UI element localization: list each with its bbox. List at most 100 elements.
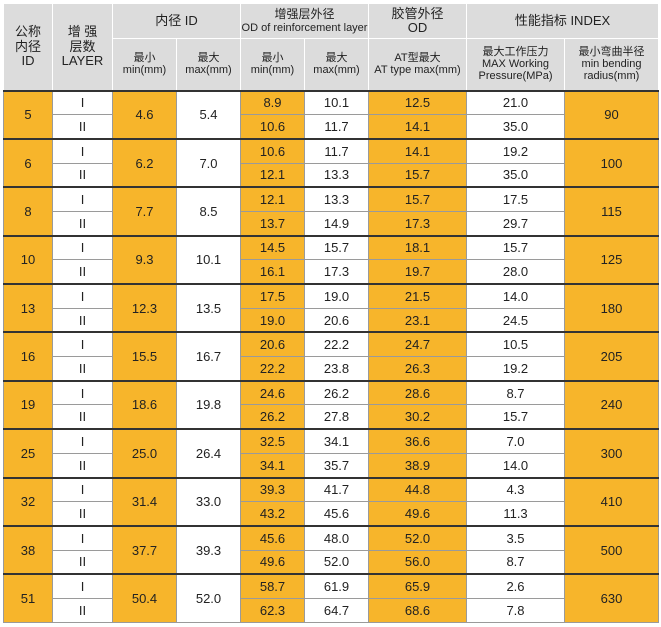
id-header: 公称 内径 ID [3, 3, 53, 91]
cell: I [52, 234, 113, 261]
cell: 25.0 [112, 428, 177, 479]
inner-header: 内径 ID [112, 3, 241, 39]
cell: 300 [564, 428, 659, 479]
cell: 19.0 [304, 282, 369, 309]
cell: 2.6 [466, 573, 565, 599]
cell: 45.6 [240, 524, 305, 551]
cell: I [52, 137, 113, 164]
header-text: 最大 [197, 52, 220, 65]
header-text: max(mm) [185, 64, 232, 77]
cell: II [52, 597, 113, 624]
cell: 12.3 [112, 282, 177, 333]
cell: 7.8 [466, 597, 565, 624]
cell: 17.5 [466, 186, 565, 212]
cell: 15.7 [466, 234, 565, 261]
cell: 19.7 [368, 259, 467, 285]
cell: 27.8 [304, 404, 369, 430]
cell: II [52, 162, 113, 188]
cell: II [52, 259, 113, 285]
header-text: 公称 [14, 24, 41, 40]
cell: 4.3 [466, 476, 565, 503]
cell: 38.9 [368, 452, 467, 479]
cell: 14.1 [368, 114, 467, 140]
table-row: II 49.6 52.0 56.0 8.7 [4, 549, 659, 575]
cell: 34.1 [304, 428, 369, 454]
cell: 8.7 [466, 379, 565, 406]
cell: 14.9 [304, 210, 369, 237]
table-row: 8 I 7.7 8.5 12.1 13.3 15.7 17.5 115 [3, 186, 659, 237]
table-row: 13 I 12.3 13.5 17.5 19.0 21.5 14.0 180 [3, 282, 659, 333]
cell: 500 [564, 524, 659, 575]
header-text: 最小弯曲半径 [578, 46, 645, 59]
cell: 26.2 [304, 379, 369, 406]
cell: 13.5 [176, 282, 241, 333]
cell: 10.5 [466, 331, 565, 358]
cell: 17.5 [240, 282, 305, 309]
cell: 52.0 [304, 549, 369, 575]
header-text: LAYER [61, 52, 104, 68]
cell: 15.7 [368, 186, 467, 212]
cell: 32.5 [240, 428, 305, 454]
cell: II [52, 452, 113, 479]
table-row: II 62.3 64.7 68.6 7.8 [4, 597, 659, 624]
header-text: 层数 [69, 38, 96, 54]
header-text: 增 强 [67, 24, 98, 40]
table-row: II 19.0 20.6 23.1 24.5 [4, 307, 659, 333]
cell: 22.2 [304, 331, 369, 358]
cell: 39.3 [240, 476, 305, 503]
cell: I [52, 476, 113, 503]
cell: I [52, 282, 113, 309]
cell: 14.0 [466, 452, 565, 479]
cell: 12.1 [240, 162, 305, 188]
cell: 29.7 [466, 210, 565, 237]
cell: 34.1 [240, 452, 305, 479]
cell: 205 [564, 331, 659, 382]
header-text: 最小 [133, 52, 156, 65]
table-row: 32 I 31.4 33.0 39.3 41.7 44.8 4.3 410 [3, 476, 659, 527]
header-text: ID [21, 52, 35, 68]
cell: 18.1 [368, 234, 467, 261]
cell: 49.6 [368, 501, 467, 527]
cell: 48.0 [304, 524, 369, 551]
cell: 19.2 [466, 356, 565, 382]
sub-header: 最小弯曲半径 min bending radius(mm) [564, 38, 659, 91]
cell: 9.3 [112, 234, 177, 285]
cell: 6 [3, 137, 53, 188]
cell: 20.6 [240, 331, 305, 358]
cell: II [52, 307, 113, 333]
cell: 35.0 [466, 162, 565, 188]
cell: 11.7 [304, 137, 369, 164]
cell: I [52, 524, 113, 551]
cell: I [52, 186, 113, 212]
table-row: 5 I 4.6 5.4 8.9 10.1 12.5 21.0 90 [3, 89, 659, 140]
cell: 10 [3, 234, 53, 285]
cell: 180 [564, 282, 659, 333]
cell: 31.4 [112, 476, 177, 527]
header-text: 最大 [325, 52, 348, 65]
od-header: 胶管外径 OD [368, 3, 467, 39]
table-row: 6 I 6.2 7.0 10.6 11.7 14.1 19.2 100 [3, 137, 659, 188]
cell: 35.7 [304, 452, 369, 479]
cell: 10.1 [176, 234, 241, 285]
cell: 23.1 [368, 307, 467, 333]
header-text: AT type max(mm) [374, 64, 461, 77]
cell: 17.3 [368, 210, 467, 237]
header-text: min(mm) [122, 64, 167, 77]
cell: 58.7 [240, 573, 305, 599]
cell: II [52, 210, 113, 237]
table-row: 25 I 25.0 26.4 32.5 34.1 36.6 7.0 300 [3, 428, 659, 479]
cell: 19.2 [466, 137, 565, 164]
cell: 21.0 [466, 89, 565, 116]
cell: 24.6 [240, 379, 305, 406]
cell: 26.2 [240, 404, 305, 430]
cell: 90 [564, 89, 659, 140]
cell: 65.9 [368, 573, 467, 599]
header-text: 胶管外径 [391, 5, 444, 21]
table-row: II 43.2 45.6 49.6 11.3 [4, 501, 659, 527]
cell: 630 [564, 573, 659, 624]
cell: II [52, 549, 113, 575]
cell: II [52, 404, 113, 430]
cell: 6.2 [112, 137, 177, 188]
cell: 15.7 [368, 162, 467, 188]
cell: 37.7 [112, 524, 177, 575]
